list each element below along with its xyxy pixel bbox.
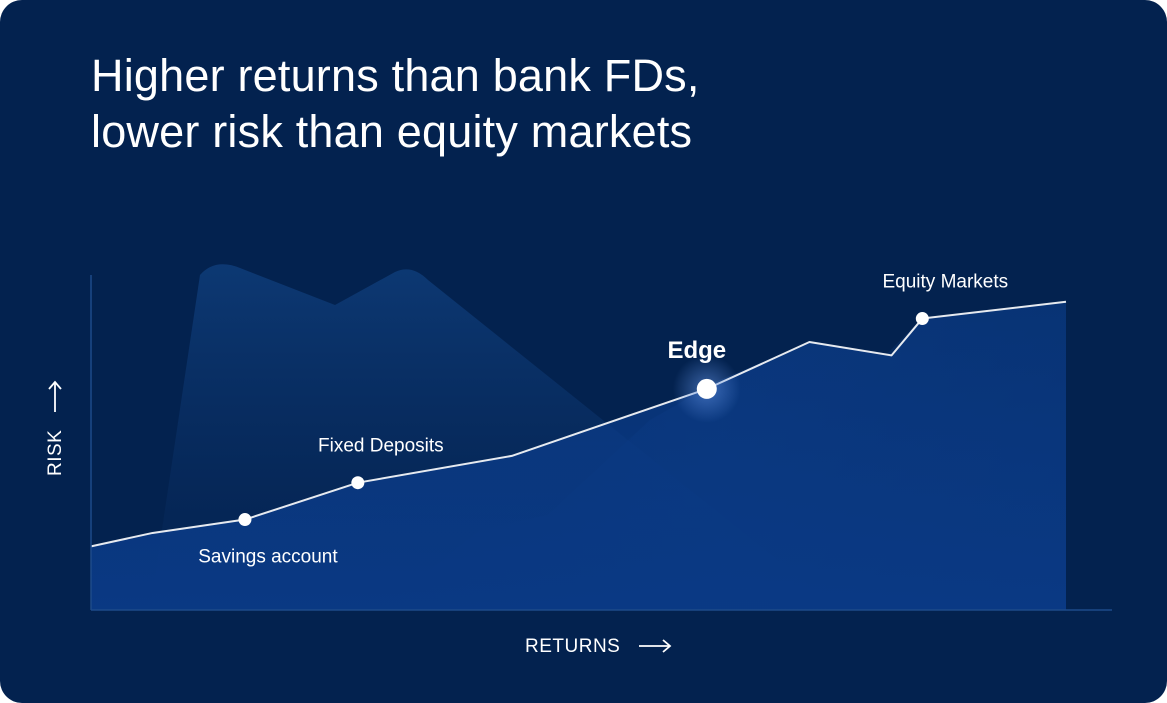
data-point-label: Savings account [198, 547, 338, 568]
data-point-marker [351, 476, 364, 489]
data-point-marker [697, 379, 717, 399]
data-point-label: Equity Markets [882, 272, 1008, 293]
data-point-label: Fixed Deposits [318, 436, 444, 457]
data-point-label: Edge [667, 337, 726, 364]
x-axis-title: RETURNS [525, 636, 620, 657]
right-arrow-icon [639, 640, 670, 652]
data-point-marker [238, 513, 251, 526]
data-point-marker [916, 312, 929, 325]
y-axis-title: RISK [45, 430, 66, 476]
up-arrow-icon [49, 382, 61, 412]
